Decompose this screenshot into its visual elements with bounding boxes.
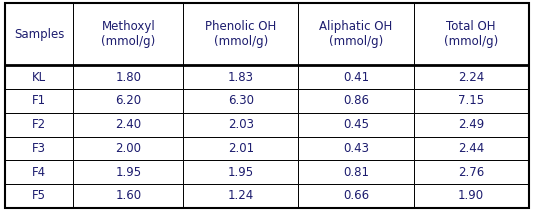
Bar <box>73 137 183 160</box>
Bar <box>183 184 299 208</box>
Bar <box>413 160 529 184</box>
Text: 1.95: 1.95 <box>115 166 142 179</box>
Text: KL: KL <box>32 70 46 84</box>
Bar <box>5 113 73 137</box>
Bar <box>299 65 413 89</box>
Text: 2.00: 2.00 <box>115 142 142 155</box>
Bar <box>73 89 183 113</box>
Text: 0.45: 0.45 <box>343 118 369 131</box>
Bar <box>299 113 413 137</box>
Bar <box>5 184 73 208</box>
Text: Total OH
(mmol/g): Total OH (mmol/g) <box>444 20 498 48</box>
Text: F2: F2 <box>32 118 46 131</box>
Bar <box>183 3 299 65</box>
Bar <box>183 89 299 113</box>
Text: 0.81: 0.81 <box>343 166 369 179</box>
Bar <box>183 160 299 184</box>
Text: 6.20: 6.20 <box>115 94 142 107</box>
Bar <box>183 65 299 89</box>
Bar <box>299 137 413 160</box>
Text: 1.24: 1.24 <box>227 189 254 203</box>
Text: Phenolic OH
(mmol/g): Phenolic OH (mmol/g) <box>205 20 277 48</box>
Text: 1.90: 1.90 <box>458 189 484 203</box>
Bar <box>413 3 529 65</box>
Bar <box>73 65 183 89</box>
Text: 2.44: 2.44 <box>458 142 484 155</box>
Text: Samples: Samples <box>14 28 65 41</box>
Bar <box>73 184 183 208</box>
Bar <box>5 3 73 65</box>
Text: Aliphatic OH
(mmol/g): Aliphatic OH (mmol/g) <box>319 20 392 48</box>
Bar <box>299 89 413 113</box>
Bar <box>413 113 529 137</box>
Text: F4: F4 <box>32 166 46 179</box>
Bar <box>183 137 299 160</box>
Bar <box>299 184 413 208</box>
Bar <box>413 137 529 160</box>
Bar <box>73 3 183 65</box>
Text: 2.03: 2.03 <box>228 118 254 131</box>
Text: 0.86: 0.86 <box>343 94 369 107</box>
Bar <box>5 89 73 113</box>
Text: 6.30: 6.30 <box>228 94 254 107</box>
Bar <box>73 160 183 184</box>
Text: 1.60: 1.60 <box>115 189 142 203</box>
Bar <box>413 184 529 208</box>
Text: Methoxyl
(mmol/g): Methoxyl (mmol/g) <box>101 20 155 48</box>
Bar <box>299 3 413 65</box>
Bar <box>183 113 299 137</box>
Bar <box>5 160 73 184</box>
Text: 1.80: 1.80 <box>115 70 142 84</box>
Text: F3: F3 <box>33 142 46 155</box>
Text: 2.40: 2.40 <box>115 118 142 131</box>
Text: 0.41: 0.41 <box>343 70 369 84</box>
Text: 2.24: 2.24 <box>458 70 484 84</box>
Text: 2.49: 2.49 <box>458 118 484 131</box>
Text: 1.95: 1.95 <box>228 166 254 179</box>
Bar <box>73 113 183 137</box>
Bar <box>5 65 73 89</box>
Text: 2.76: 2.76 <box>458 166 484 179</box>
Text: 7.15: 7.15 <box>458 94 484 107</box>
Bar <box>413 89 529 113</box>
Text: 0.66: 0.66 <box>343 189 369 203</box>
Text: F1: F1 <box>32 94 46 107</box>
Text: 0.43: 0.43 <box>343 142 369 155</box>
Bar <box>299 160 413 184</box>
Text: 2.01: 2.01 <box>228 142 254 155</box>
Bar <box>5 137 73 160</box>
Text: F5: F5 <box>33 189 46 203</box>
Bar <box>413 65 529 89</box>
Text: 1.83: 1.83 <box>228 70 254 84</box>
